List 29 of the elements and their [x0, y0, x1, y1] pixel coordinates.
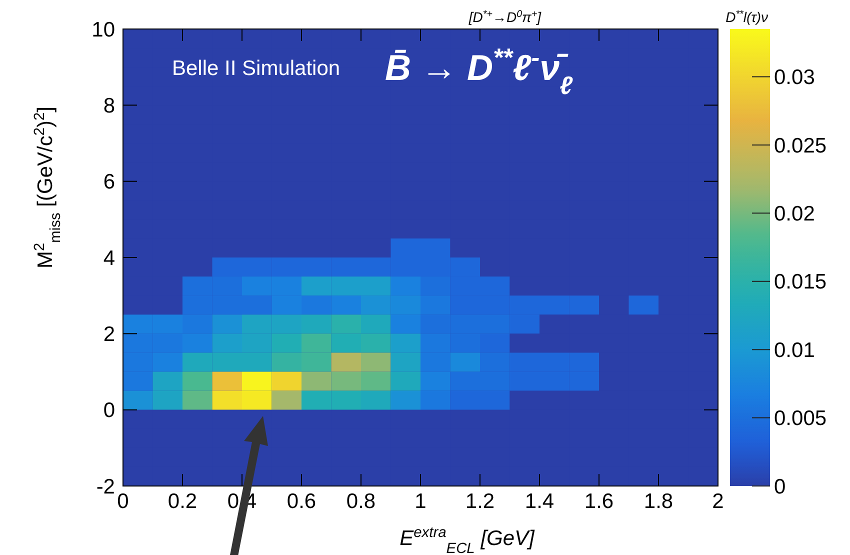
x-tick-label: 1.6: [584, 490, 614, 513]
color-bar-label: 0.03: [774, 66, 815, 90]
y-tick-label: 0: [103, 399, 115, 422]
x-tick-label: 0.6: [286, 490, 316, 513]
y-tick-label: 6: [103, 170, 115, 194]
color-bar-label: 0.025: [774, 134, 827, 158]
y-tick-label: 8: [103, 94, 115, 118]
color-bar-label: 0.01: [774, 338, 815, 362]
annotation: Belle II Simulation: [172, 57, 340, 80]
x-tick-label: 1: [414, 490, 426, 513]
color-bar-title: D$^{**}$l(τ)ν: [726, 8, 768, 25]
x-axis-title: E$^{extra}$$_{ECL}$ [GeV]: [400, 525, 536, 555]
color-bar-label: 0.015: [774, 270, 827, 294]
y-tick-label: -2: [96, 475, 115, 498]
y-tick-label: 10: [92, 18, 115, 42]
color-bar-label: 0.02: [774, 202, 815, 226]
x-tick-label: 1.4: [524, 490, 554, 513]
x-tick-label: 1.8: [644, 490, 674, 513]
chart-title: [D$^{*+}$→D$^{0}$π$^{+}$]: [468, 8, 542, 25]
x-tick-label: 0: [117, 490, 129, 513]
x-tick-label: 0.8: [346, 490, 376, 513]
x-tick-label: 0.2: [168, 490, 198, 513]
color-bar-label: 0.005: [774, 407, 827, 430]
y-tick-label: 2: [103, 323, 115, 346]
x-tick-label: 1.2: [465, 490, 495, 513]
annotation: B̄ → D$^{**}$ℓ$^{-}$ν̄$_{ℓ}$: [385, 44, 574, 100]
x-tick-label: 2: [712, 490, 724, 513]
y-tick-label: 4: [103, 246, 116, 270]
color-bar-label: 0: [774, 475, 786, 498]
